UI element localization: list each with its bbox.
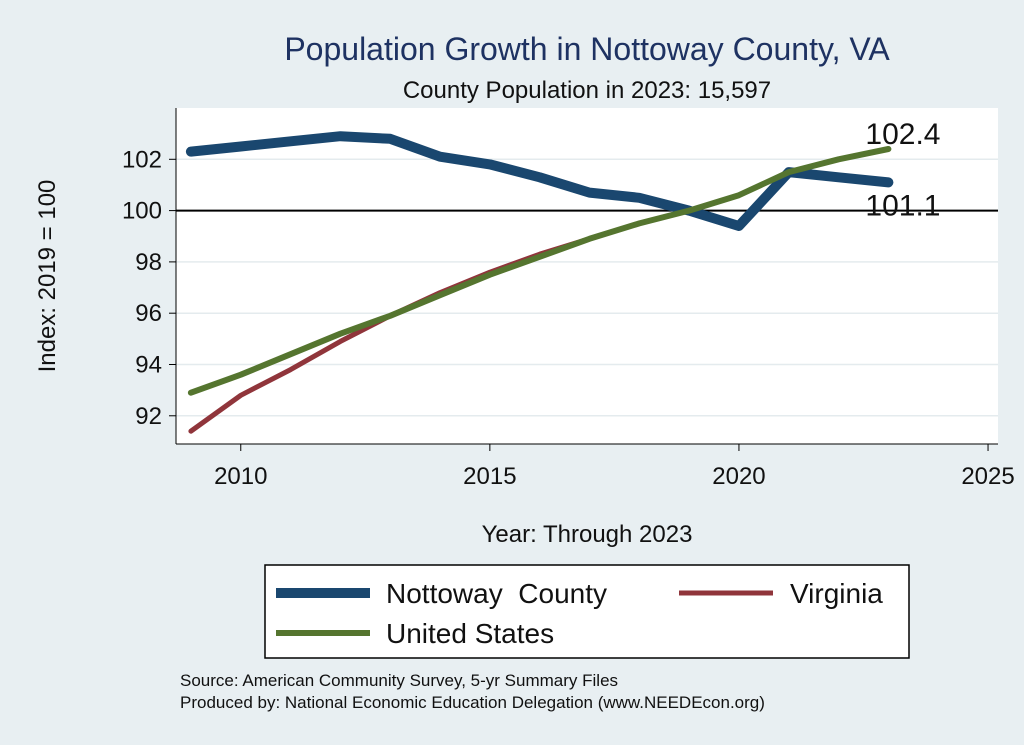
y-tick-label-94: 94 — [135, 351, 162, 378]
series-line-united-states — [187, 146, 892, 396]
x-axis-ticks: 2010 2015 2020 2025 — [214, 444, 1015, 490]
y-tick-label-100: 100 — [122, 198, 162, 225]
series-line-nottoway-county — [185, 131, 894, 231]
end-label-0: 102.4 — [865, 118, 940, 151]
y-axis-label: Index: 2019 = 100 — [34, 180, 61, 373]
y-tick-label-98: 98 — [135, 249, 162, 276]
legend-label-us: United States — [386, 618, 554, 649]
end-label-1: 101.1 — [865, 189, 940, 222]
legend: Nottoway County Virginia United States — [264, 564, 910, 659]
y-axis-ticks: 92 94 96 98 100 102 — [122, 146, 176, 430]
chart-title: Population Growth in Nottoway County, VA — [284, 31, 890, 67]
plot-area — [176, 108, 998, 444]
y-tick-label-92: 92 — [135, 403, 162, 430]
x-tick-label-2015: 2015 — [463, 463, 516, 490]
x-tick-label-2010: 2010 — [214, 463, 267, 490]
legend-label-virginia: Virginia — [790, 578, 883, 609]
legend-box — [264, 564, 910, 659]
source-note: Source: American Community Survey, 5-yr … — [180, 671, 618, 690]
x-tick-label-2025: 2025 — [961, 463, 1014, 490]
producer-note: Produced by: National Economic Education… — [180, 693, 765, 712]
series-group — [185, 131, 894, 434]
chart-subtitle: County Population in 2023: 15,597 — [403, 77, 771, 104]
end-labels: 102.4 101.1 — [865, 118, 940, 222]
legend-label-nottoway: Nottoway County — [386, 578, 607, 609]
x-tick-label-2020: 2020 — [712, 463, 765, 490]
y-tick-label-96: 96 — [135, 300, 162, 327]
x-axis-label: Year: Through 2023 — [482, 521, 693, 548]
y-tick-label-102: 102 — [122, 146, 162, 173]
